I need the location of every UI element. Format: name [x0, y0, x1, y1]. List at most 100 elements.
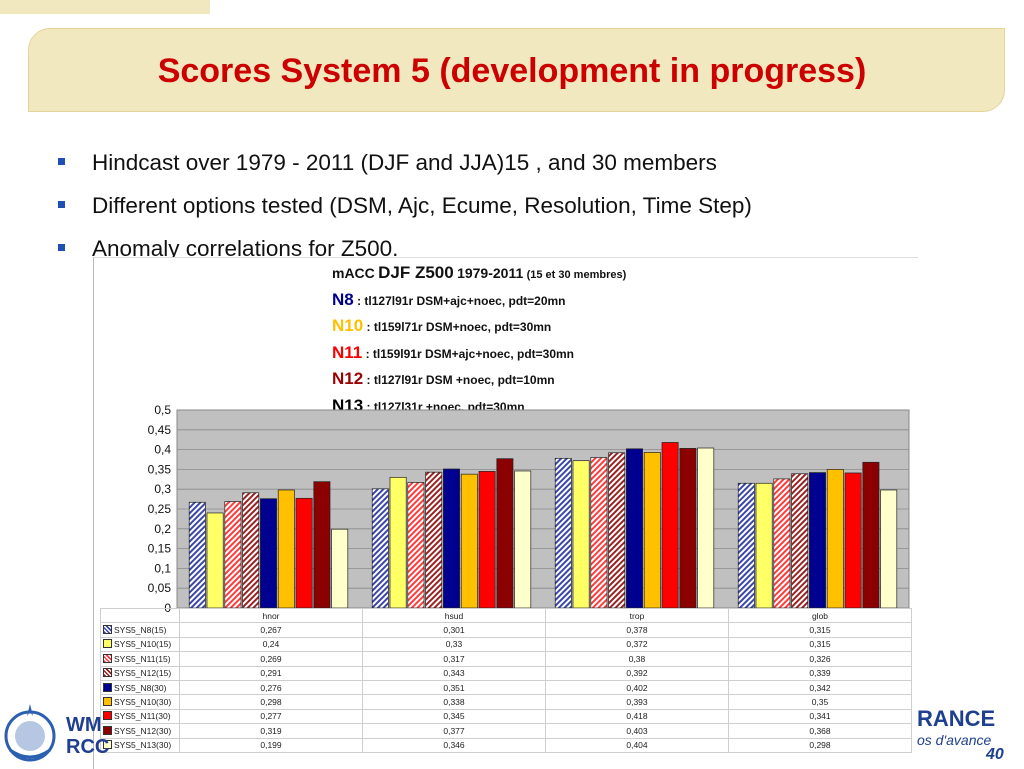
data-label: 0,392	[545, 665, 729, 681]
table-row: SYS5_N12(30) 0,319 0,377 0,403 0,368	[100, 723, 912, 739]
footer-brand: RANCE	[917, 706, 996, 731]
data-label: 0,24	[179, 636, 363, 653]
table-row: SYS5_N8(30) 0,276 0,351 0,402 0,342	[100, 679, 912, 696]
data-table: hnor hsud trop glob SYS5_N8(15) 0,267 0,301 0,3…	[100, 607, 912, 753]
category-label: hsud	[362, 607, 546, 624]
bullet-item: Hindcast over 1979 - 2011 (DJF and JJA)1…	[58, 146, 752, 189]
series-label: SYS5_N12(15)	[100, 665, 180, 681]
chart-title-years: 1979-2011	[457, 265, 524, 281]
series-name: SYS5_N11(30)	[114, 711, 171, 722]
data-label: 0,345	[362, 708, 546, 725]
series-label: SYS5_N11(30)	[100, 708, 180, 725]
bullet-square-icon	[58, 244, 65, 251]
data-label: 0,393	[545, 694, 729, 710]
data-label: 0,404	[545, 737, 729, 753]
legend-swatch-icon	[103, 711, 112, 721]
series-name: SYS5_N8(15)	[114, 625, 167, 636]
data-label: 0,372	[545, 636, 729, 653]
series-name: SYS5_N12(15)	[114, 668, 172, 679]
table-corner-cell	[100, 607, 180, 624]
title-band-top	[0, 0, 210, 14]
footer-org-line: WM	[66, 714, 102, 736]
wmo-emblem-icon	[4, 704, 56, 762]
table-row: SYS5_N12(15) 0,291 0,343 0,392 0,339	[100, 665, 912, 681]
footer-tagline: os d'avance	[917, 732, 992, 748]
data-label: 0,402	[545, 679, 729, 696]
chart-title-prefix: mACC	[332, 265, 375, 281]
data-label: 0,298	[728, 737, 912, 753]
bullet-list: Hindcast over 1979 - 2011 (DJF and JJA)1…	[58, 146, 752, 275]
legend-swatch-icon	[103, 668, 112, 678]
table-row: SYS5_N8(15) 0,267 0,301 0,378 0,315	[100, 622, 912, 638]
table-row: SYS5_N11(15) 0,269 0,317 0,38 0,326	[100, 651, 912, 667]
legend-swatch-icon	[103, 740, 112, 750]
legend-swatch-icon	[103, 725, 112, 735]
data-label: 0,341	[728, 708, 912, 725]
legend-code: N11	[332, 342, 363, 362]
data-label: 0,199	[179, 737, 363, 753]
series-label: SYS5_N10(15)	[100, 636, 180, 653]
data-label: 0,346	[362, 737, 546, 753]
bullet-text: Anomaly correlations for Z500.	[92, 236, 399, 261]
legend-swatch-icon	[103, 639, 112, 649]
legend-swatch-icon	[103, 625, 112, 635]
chart-header: mACC DJF Z500 1979-2011 (15 et 30 membre…	[332, 263, 626, 422]
legend-code: N10	[332, 316, 364, 335]
legend-line-n10: N10 : tl159l71r DSM+noec, pdt=30mn	[332, 316, 626, 343]
data-label: 0,339	[728, 665, 912, 681]
data-label: 0,377	[362, 723, 546, 739]
data-label: 0,351	[362, 679, 546, 696]
data-label: 0,276	[179, 679, 363, 696]
data-label: 0,38	[545, 651, 729, 667]
data-label: 0,403	[545, 723, 729, 739]
series-name: SYS5_N8(30)	[114, 682, 167, 693]
legend-code: N12	[332, 369, 364, 388]
chart-title: mACC DJF Z500 1979-2011 (15 et 30 membre…	[332, 263, 626, 290]
series-label: SYS5_N12(30)	[100, 723, 180, 739]
category-label: trop	[545, 607, 729, 624]
series-name: SYS5_N11(15)	[114, 653, 171, 664]
data-label: 0,35	[728, 694, 912, 710]
data-label: 0,301	[362, 622, 546, 638]
series-name: SYS5_N12(30)	[114, 725, 172, 736]
title-band	[28, 28, 1005, 112]
table-header-row: hnor hsud trop glob	[100, 607, 912, 624]
slide-title: Scores System 5 (development in progress…	[157, 52, 867, 90]
chart-title-main: DJF Z500	[378, 263, 454, 282]
legend-line-n11: N11 : tl159l91r DSM+ajc+noec, pdt=30mn	[332, 343, 626, 370]
category-label: hnor	[179, 607, 363, 624]
bullet-square-icon	[58, 201, 65, 208]
legend-line-n8: N8 : tl127l91r DSM+ajc+noec, pdt=20mn	[332, 290, 626, 317]
series-name: SYS5_N10(15)	[114, 639, 172, 650]
table-row: SYS5_N10(15) 0,24 0,33 0,372 0,315	[100, 636, 912, 653]
legend-swatch-icon	[103, 653, 112, 663]
footer-org-text: WM RCC	[66, 714, 109, 758]
table-row: SYS5_N11(30) 0,277 0,345 0,418 0,341	[100, 708, 912, 725]
data-label: 0,315	[728, 622, 912, 638]
legend-swatch-icon	[103, 682, 112, 692]
series-label: SYS5_N10(30)	[100, 694, 180, 710]
legend-code: N13	[332, 395, 364, 415]
data-label: 0,343	[362, 665, 546, 681]
bullet-square-icon	[58, 158, 65, 165]
legend-desc: : tl127l91r DSM+ajc+noec, pdt=20mn	[357, 293, 566, 308]
series-name: SYS5_N13(30)	[114, 740, 172, 751]
data-label: 0,342	[728, 679, 912, 696]
data-label: 0,277	[179, 708, 363, 725]
bullet-text: Hindcast over 1979 - 2011 (DJF and JJA)1…	[92, 150, 717, 175]
legend-line-n13: N13 : tl127l31r +noec, pdt=30mn	[332, 396, 626, 423]
bullet-text: Different options tested (DSM, Ajc, Ecum…	[92, 193, 752, 218]
data-label: 0,317	[362, 651, 546, 667]
data-label: 0,315	[728, 636, 912, 653]
series-label: SYS5_N8(15)	[100, 622, 180, 638]
legend-desc: : tl159l71r DSM+noec, pdt=30mn	[366, 320, 552, 334]
legend-line-n12: N12 : tl127l91r DSM +noec, pdt=10mn	[332, 369, 626, 396]
bullet-item: Anomaly correlations for Z500.	[58, 232, 752, 275]
data-label: 0,338	[362, 694, 546, 710]
data-label: 0,326	[728, 651, 912, 667]
category-label: glob	[728, 607, 912, 624]
series-label: SYS5_N13(30)	[100, 737, 180, 753]
footer-org-line: RCC	[66, 736, 110, 758]
series-label: SYS5_N11(15)	[100, 651, 180, 667]
data-label: 0,368	[728, 723, 912, 739]
